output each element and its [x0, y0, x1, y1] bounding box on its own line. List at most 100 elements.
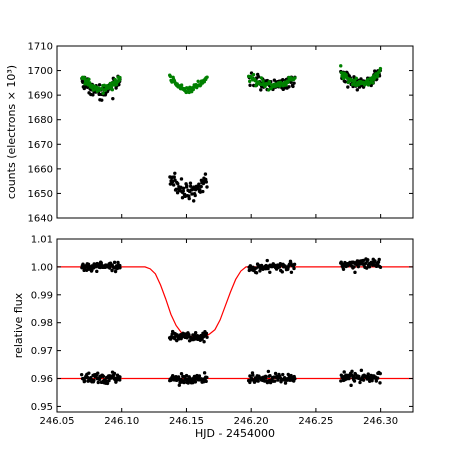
bottom-data-point	[292, 266, 296, 271]
bottom-data-point	[204, 331, 209, 336]
top-black-data-point	[91, 93, 95, 97]
bottom-ticks-layer: 0.95 0.96 0.97 0.98 0.99 1.00 1.01 246.05 246.10…	[31, 235, 413, 427]
bottom-data-point	[99, 261, 103, 265]
top-black-data-point	[187, 196, 191, 201]
top-black-data-point	[187, 194, 191, 198]
top-green-data-point	[118, 75, 122, 80]
bottom-data-point	[365, 266, 369, 270]
bottom-data-point	[92, 378, 96, 383]
top-black-data-point	[97, 83, 102, 87]
bottom-data-point	[276, 378, 280, 382]
top-green-data-point	[251, 72, 256, 77]
top-black-data-point	[256, 75, 261, 79]
top-green-data-point	[339, 64, 343, 68]
bottom-data-point	[356, 264, 361, 269]
bottom-data-point	[366, 372, 370, 376]
bottom-data-point	[353, 270, 357, 275]
top-green-data-point	[101, 91, 105, 96]
top-green-data-point	[248, 79, 252, 84]
top-green-data-point	[168, 74, 173, 79]
top-black-data-point	[203, 172, 208, 176]
bottom-data-point	[256, 379, 260, 383]
top-black-data-point	[190, 192, 194, 196]
bottom-data-point	[193, 331, 198, 335]
bottom-data-point	[204, 379, 208, 384]
bottom-data-point	[82, 379, 87, 383]
top-black-data-point	[173, 171, 177, 175]
top-green-data-point	[87, 77, 91, 82]
bottom-xtick-label: 246.10	[104, 416, 139, 427]
bottom-data-point	[184, 373, 189, 378]
top-ytick-label: 1670	[28, 140, 53, 151]
top-green-data-point	[196, 79, 200, 84]
top-black-data-point	[248, 83, 252, 87]
bottom-ytick-label: 0.99	[31, 290, 53, 301]
bottom-data-point	[251, 373, 255, 377]
bottom-xtick-label: 246.15	[169, 416, 204, 427]
top-black-data-point	[188, 184, 193, 188]
bottom-data-point	[370, 378, 374, 383]
top-ytick-label: 1700	[28, 66, 53, 77]
bottom-data-point	[268, 373, 272, 378]
bottom-data-point	[205, 375, 209, 380]
bottom-data-point	[378, 371, 382, 376]
bottom-data-point	[349, 383, 353, 388]
bottom-xtick-label: 246.20	[234, 416, 269, 427]
bottom-data-point	[177, 383, 182, 387]
bottom-data-point	[375, 376, 380, 380]
top-green-data-point	[341, 76, 346, 81]
bottom-y-axis-label: relative flux	[12, 292, 25, 358]
top-black-data-point	[117, 82, 121, 87]
bottom-data-point	[289, 270, 294, 274]
bottom-data-point	[193, 380, 198, 384]
top-green-data-point	[284, 83, 288, 87]
top-ytick-label: 1650	[28, 189, 53, 200]
top-green-data-point	[114, 82, 119, 87]
bottom-data-point	[273, 379, 277, 383]
bottom-points-layer	[79, 257, 383, 388]
bottom-data-point	[79, 372, 84, 377]
top-black-data-point	[172, 183, 176, 187]
top-black-data-point	[188, 181, 193, 185]
top-black-data-point	[180, 196, 185, 200]
top-ytick-label: 1680	[28, 115, 53, 126]
top-black-data-point	[181, 189, 186, 193]
top-black-data-point	[259, 88, 263, 92]
bottom-data-point	[265, 258, 269, 263]
bottom-data-point	[118, 266, 122, 270]
top-black-data-point	[179, 177, 184, 181]
top-black-data-point	[287, 85, 291, 89]
top-black-data-point	[201, 189, 205, 194]
bottom-data-point	[118, 375, 122, 379]
top-green-data-point	[179, 83, 184, 87]
bottom-xtick-label: 246.25	[298, 416, 333, 427]
top-black-data-point	[172, 175, 176, 179]
bottom-data-point	[116, 260, 120, 265]
bottom-data-point	[95, 269, 99, 274]
bottom-data-point	[361, 258, 366, 263]
bottom-data-point	[373, 259, 377, 263]
bottom-data-point	[273, 371, 278, 376]
bottom-data-point	[179, 372, 184, 376]
top-green-data-point	[293, 76, 297, 80]
bottom-data-point	[281, 372, 285, 377]
bottom-data-point	[374, 379, 379, 383]
top-green-data-point	[344, 73, 348, 77]
bottom-data-point	[264, 375, 268, 380]
bottom-data-point	[339, 379, 343, 383]
bottom-data-point	[352, 379, 357, 383]
bottom-panel: 0.95 0.96 0.97 0.98 0.99 1.00 1.01 246.05 246.10…	[12, 235, 414, 440]
top-black-data-point	[359, 77, 363, 81]
bottom-data-point	[266, 369, 271, 374]
x-axis-label: HJD - 2454000	[195, 427, 275, 440]
bottom-data-point	[268, 270, 272, 274]
top-black-data-point	[176, 182, 180, 186]
top-black-data-point	[197, 182, 201, 186]
bottom-data-point	[358, 380, 362, 385]
bottom-data-point	[378, 265, 383, 269]
top-black-data-point	[185, 184, 189, 188]
bottom-xtick-label: 246.30	[363, 416, 398, 427]
bottom-data-point	[110, 268, 114, 273]
top-green-data-point	[109, 84, 114, 88]
